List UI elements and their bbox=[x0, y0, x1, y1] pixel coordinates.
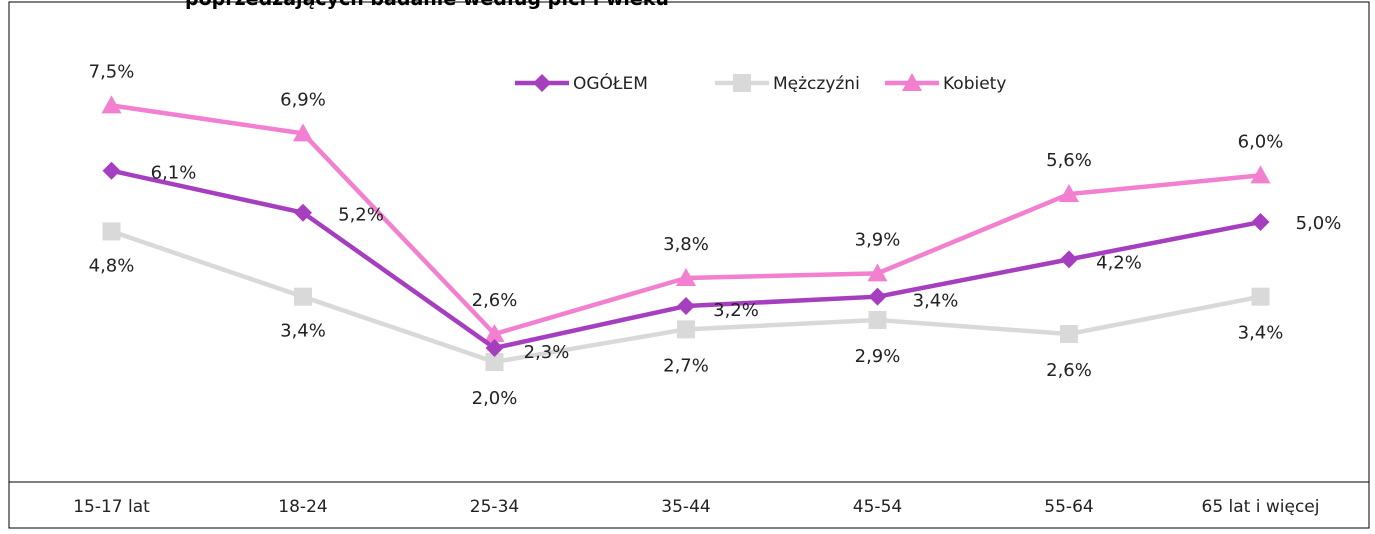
x-tick-labels: 15-17 lat 18-24 25-34 35-44 45-54 55-64 65 lat… bbox=[73, 497, 1319, 517]
plot-border bbox=[8, 1, 1370, 529]
x-tick-label: 25-34 bbox=[470, 497, 519, 517]
x-tick-label: 35-44 bbox=[661, 497, 710, 517]
data-point bbox=[485, 352, 504, 371]
data-point bbox=[677, 297, 695, 316]
legend-label: OGÓŁEM bbox=[573, 72, 648, 94]
legend-label: Kobiety bbox=[943, 74, 1006, 94]
x-tick-label: 45-54 bbox=[853, 497, 902, 517]
x-tick-label: 18-24 bbox=[278, 497, 327, 517]
data-point bbox=[1060, 325, 1078, 344]
data-point bbox=[867, 263, 888, 282]
data-label: 5,0% bbox=[1296, 213, 1342, 234]
x-tick-label: 65 lat i więcej bbox=[1202, 497, 1320, 517]
data-point bbox=[102, 161, 121, 180]
data-label: 6,0% bbox=[1238, 131, 1284, 152]
data-label: 5,2% bbox=[338, 205, 384, 226]
data-label: 3,9% bbox=[855, 229, 901, 250]
data-point bbox=[676, 268, 696, 287]
data-label: 2,9% bbox=[855, 346, 901, 367]
data-point bbox=[868, 287, 887, 306]
legend-marker bbox=[533, 74, 551, 92]
data-point bbox=[101, 95, 122, 114]
data-label: 7,5% bbox=[89, 61, 135, 82]
data-label: 6,9% bbox=[280, 89, 326, 110]
chart-title: poprzedzających badanie według płci i wi… bbox=[185, 0, 669, 10]
data-label: 5,6% bbox=[1046, 150, 1092, 171]
legend-item: Kobiety bbox=[885, 73, 1006, 94]
data-label: 2,6% bbox=[472, 290, 518, 311]
data-label: 2,6% bbox=[1046, 360, 1092, 381]
data-label: 2,3% bbox=[524, 342, 570, 363]
data-point bbox=[1250, 165, 1271, 184]
legend-item: OGÓŁEM bbox=[515, 72, 648, 94]
data-label: 4,8% bbox=[89, 255, 135, 276]
data-label: 4,2% bbox=[1096, 252, 1142, 273]
data-point bbox=[1060, 250, 1078, 269]
data-label: 3,8% bbox=[663, 234, 709, 255]
series-layer bbox=[101, 95, 1271, 371]
x-tick-label: 55-64 bbox=[1044, 497, 1093, 517]
data-point bbox=[1251, 213, 1270, 232]
data-label: 6,1% bbox=[151, 163, 197, 184]
data-point bbox=[293, 123, 313, 142]
data-point bbox=[677, 320, 695, 339]
data-point bbox=[102, 222, 121, 241]
data-point bbox=[294, 287, 312, 306]
legend-item: Mężczyźni bbox=[715, 74, 860, 94]
data-point bbox=[1251, 287, 1270, 306]
data-point bbox=[294, 203, 312, 222]
data-point bbox=[484, 324, 505, 343]
legend-marker bbox=[733, 74, 751, 92]
data-label: 3,2% bbox=[713, 300, 759, 321]
data-label: 2,0% bbox=[472, 388, 518, 409]
data-label: 2,7% bbox=[663, 355, 709, 376]
legend-marker bbox=[902, 73, 922, 91]
data-point bbox=[485, 339, 504, 357]
data-point bbox=[868, 311, 887, 330]
legend: OGÓŁEM Mężczyźni Kobiety bbox=[515, 72, 1006, 94]
data-label: 3,4% bbox=[913, 291, 959, 312]
data-label: 3,4% bbox=[1238, 323, 1284, 344]
x-tick-label: 15-17 lat bbox=[73, 497, 150, 517]
data-point bbox=[1059, 184, 1079, 203]
data-labels-layer: 6,1% 5,2% 2,3% 3,2% 3,4% 4,2% 5,0% 4,8% 3,4% 2,0%… bbox=[89, 61, 1342, 409]
legend-label: Mężczyźni bbox=[773, 74, 860, 94]
data-label: 3,4% bbox=[280, 321, 326, 342]
